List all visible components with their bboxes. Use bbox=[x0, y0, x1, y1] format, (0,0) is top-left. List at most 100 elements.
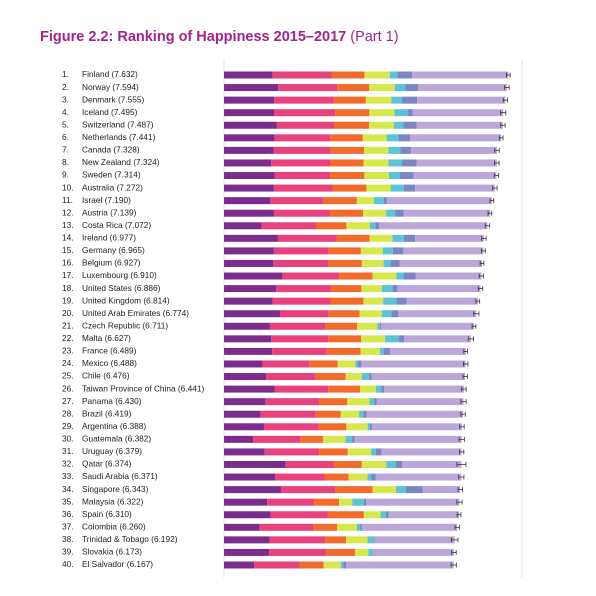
y-tick-label: Taiwan Province of China (6.441) bbox=[82, 383, 204, 393]
bar-segment bbox=[396, 486, 406, 494]
bar-segment bbox=[270, 511, 328, 519]
bar-segment bbox=[383, 347, 391, 355]
bar-segment bbox=[403, 234, 416, 242]
bar-segment bbox=[392, 285, 398, 293]
bar-segment bbox=[374, 197, 384, 205]
bar-segment bbox=[267, 498, 315, 506]
bar-segment bbox=[392, 234, 404, 242]
bar-segment bbox=[381, 385, 385, 393]
bar-segment bbox=[380, 511, 386, 519]
bar-segment bbox=[224, 184, 274, 192]
bar-segment bbox=[274, 96, 334, 104]
bar-segment bbox=[328, 247, 361, 255]
bar-segment bbox=[360, 247, 383, 255]
bar-segment bbox=[330, 172, 365, 180]
rank-label: 38. bbox=[62, 534, 74, 544]
bar-segment bbox=[224, 561, 255, 569]
rank-label: 14. bbox=[62, 233, 74, 243]
error-bar bbox=[460, 411, 466, 417]
bar-segment bbox=[346, 536, 368, 544]
bar-segment bbox=[396, 297, 407, 305]
bar-segment bbox=[337, 523, 357, 531]
bar-segment bbox=[276, 121, 335, 129]
error-bar bbox=[481, 248, 486, 254]
y-tick-label: United Kingdom (6.814) bbox=[82, 295, 170, 305]
bar-segment bbox=[416, 159, 497, 167]
error-bar bbox=[458, 436, 465, 442]
error-bar bbox=[473, 311, 480, 317]
bar-segment bbox=[224, 272, 283, 280]
error-bar bbox=[477, 286, 484, 292]
bar-segment bbox=[412, 109, 504, 117]
bar-segment bbox=[372, 548, 374, 556]
bar-segment bbox=[403, 272, 416, 280]
bar-segment bbox=[406, 297, 478, 305]
bar-segment bbox=[224, 448, 265, 456]
bar-segment bbox=[359, 310, 382, 318]
rank-label: 28. bbox=[62, 408, 74, 418]
bar-segment bbox=[328, 385, 361, 393]
bar-segment bbox=[339, 272, 373, 280]
bar-segment bbox=[364, 71, 390, 79]
rank-label: 33. bbox=[62, 471, 74, 481]
bar-segment bbox=[391, 96, 402, 104]
bar-segment bbox=[399, 134, 410, 142]
error-bar bbox=[456, 461, 467, 467]
bar-segment bbox=[347, 398, 370, 406]
bar-segment bbox=[382, 247, 393, 255]
bar-segment bbox=[224, 234, 278, 242]
bar-segment bbox=[390, 347, 466, 355]
y-tick-label: Denmark (7.555) bbox=[82, 94, 144, 104]
y-tick-label: El Salvador (6.167) bbox=[82, 559, 153, 569]
bar-segment bbox=[319, 448, 348, 456]
y-tick-label: Israel (7.190) bbox=[82, 195, 131, 205]
bar-segment bbox=[386, 134, 400, 142]
bar-segment bbox=[399, 259, 483, 267]
rank-label: 1. bbox=[62, 69, 69, 79]
y-tick-label: New Zealand (7.324) bbox=[82, 157, 160, 167]
bar-segment bbox=[361, 259, 384, 267]
bar-segment bbox=[383, 197, 387, 205]
bar-segment bbox=[369, 109, 395, 117]
bar-segment bbox=[364, 172, 389, 180]
bar-segment bbox=[275, 473, 325, 481]
rank-label: 30. bbox=[62, 434, 74, 444]
bar-segment bbox=[391, 310, 399, 318]
bar-segment bbox=[379, 347, 384, 355]
bar-segment bbox=[397, 71, 413, 79]
bar-segment bbox=[328, 335, 362, 343]
bar-segment bbox=[274, 385, 329, 393]
rank-label: 25. bbox=[62, 371, 74, 381]
bar-segment bbox=[315, 410, 341, 418]
bar-segment bbox=[330, 134, 363, 142]
bar-segment bbox=[372, 486, 397, 494]
bar-segment bbox=[361, 335, 386, 343]
bar-segment bbox=[224, 247, 274, 255]
y-tick-label: Saudi Arabia (6.371) bbox=[82, 471, 158, 481]
rank-label: 16. bbox=[62, 258, 74, 268]
bar-segment bbox=[369, 84, 395, 92]
bar-segment bbox=[224, 197, 271, 205]
bar-segment bbox=[372, 272, 397, 280]
bar-segment bbox=[323, 561, 341, 569]
bar-segment bbox=[405, 84, 419, 92]
bar-segment bbox=[273, 184, 333, 192]
bar-segment bbox=[405, 486, 423, 494]
bar-segment bbox=[413, 172, 497, 180]
bar-segment bbox=[318, 423, 347, 431]
bar-segment bbox=[367, 423, 370, 431]
rank-label: 35. bbox=[62, 496, 74, 506]
rank-label: 4. bbox=[62, 107, 69, 117]
y-tick-label: Spain (6.310) bbox=[82, 509, 132, 519]
bar-segment bbox=[224, 96, 275, 104]
error-bar bbox=[479, 260, 485, 266]
error-bar bbox=[475, 298, 481, 304]
bar-segment bbox=[403, 121, 417, 129]
rank-label: 20. bbox=[62, 308, 74, 318]
bar-segment bbox=[381, 322, 474, 330]
bar-segment bbox=[381, 310, 392, 318]
bar-segment bbox=[273, 209, 330, 217]
bar-segment bbox=[224, 146, 274, 154]
bar-segment bbox=[384, 385, 464, 393]
